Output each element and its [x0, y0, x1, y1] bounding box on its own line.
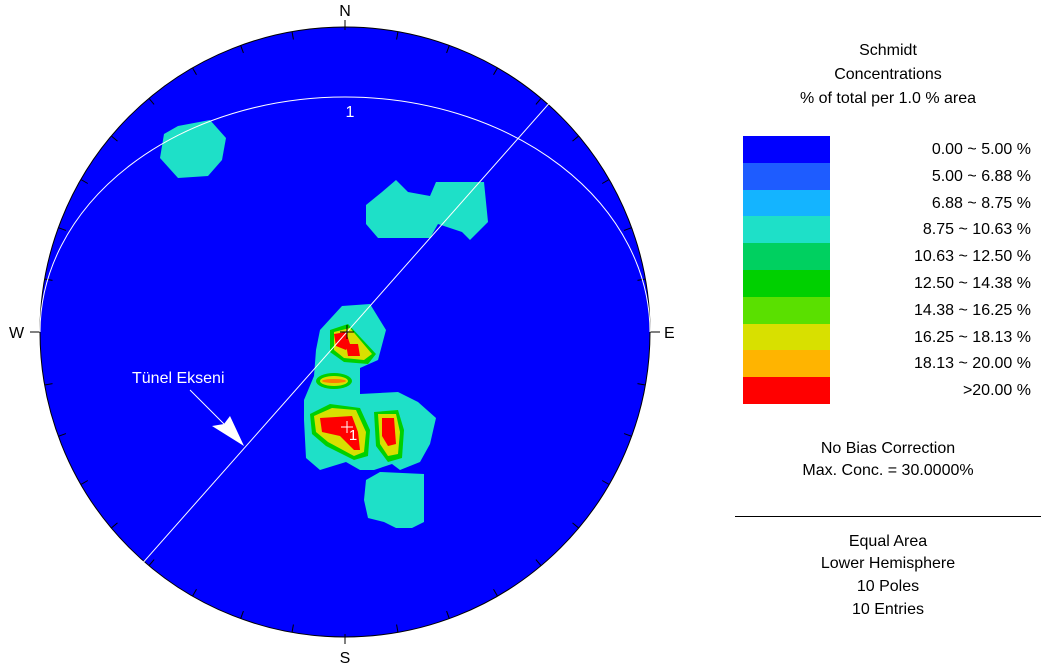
net-tick [44, 383, 53, 386]
net-tick [572, 522, 579, 529]
east-label: E [664, 325, 675, 342]
contour-red [334, 332, 350, 350]
hemisphere: Lower Hemisphere [820, 555, 956, 572]
pole-marker [341, 421, 353, 433]
contour-red [382, 418, 396, 446]
net-tick [623, 227, 632, 231]
legend-range-label: 18.13 ~ 20.00 % [914, 355, 1031, 373]
contour-cyan [366, 180, 488, 240]
legend-range-label: 10.63 ~ 12.50 % [914, 248, 1031, 266]
net-tick [493, 67, 498, 76]
net-tick [111, 135, 118, 142]
net-tick [80, 179, 89, 184]
legend-swatch [743, 350, 830, 378]
net-tick [192, 67, 197, 76]
net-tick [396, 31, 399, 40]
net-tick [58, 433, 67, 437]
net-tick [601, 480, 610, 485]
net-tick [192, 588, 197, 597]
net-tick [148, 559, 155, 566]
bias-note: No Bias Correction [820, 440, 956, 457]
net-tick [637, 383, 646, 386]
net-tick [44, 278, 53, 281]
legend-swatch [743, 162, 830, 190]
net-tick [240, 610, 244, 619]
plane-label: 1 [346, 104, 355, 121]
net-tick [291, 624, 294, 633]
net-tick [80, 480, 89, 485]
net-tick [623, 433, 632, 437]
tunnel-axis-label: Tünel Ekseni [132, 370, 225, 387]
stereonet-plot: N S E W 1 1 Tünel Ekseni [9, 3, 675, 667]
legend-swatch [743, 296, 830, 324]
annotation-arrowhead [212, 416, 244, 446]
net-tick [493, 588, 498, 597]
contour-ring [322, 379, 346, 383]
contour-red [346, 344, 360, 356]
legend-swatch [743, 270, 830, 297]
legend-swatch [743, 136, 830, 163]
legend-title-line: Concentrations [834, 66, 942, 83]
contour-cluster-nw [160, 120, 226, 178]
legend-range-label: 0.00 ~ 5.00 % [931, 141, 1031, 158]
legend-title-line: % of total per 1.0 % area [799, 90, 977, 107]
legend-range-label: >20.00 % [962, 382, 1031, 400]
legend-swatch [743, 377, 830, 405]
net-tick [535, 559, 542, 566]
net-tick [572, 135, 579, 142]
west-label: W [9, 325, 25, 342]
net-tick [637, 278, 646, 281]
net-tick [148, 98, 155, 105]
net-tick [396, 624, 399, 633]
legend-divider [735, 516, 1041, 517]
net-tick [111, 522, 118, 529]
south-label: S [340, 650, 351, 667]
pole-marker [340, 325, 354, 339]
legend-swatch [743, 216, 830, 244]
plane-great-circle [39, 96, 651, 333]
legend-range-label: 14.38 ~ 16.25 % [914, 301, 1031, 319]
net-tick [601, 179, 610, 184]
legend-swatch [743, 243, 830, 271]
legend-swatch [743, 323, 830, 351]
contour-cyan [364, 472, 424, 528]
legend-range-label: 8.75 ~ 10.63 % [922, 221, 1031, 239]
contour-cluster-ne [366, 180, 488, 240]
net-ticks [30, 20, 660, 644]
pole-count: 10 Poles [856, 578, 920, 595]
legend-range-label: 5.00 ~ 6.88 % [931, 167, 1031, 185]
legend-swatch [743, 189, 830, 217]
net-tick [240, 45, 244, 54]
net-tick [58, 227, 67, 231]
contour-red [320, 416, 360, 450]
net-tick [446, 610, 450, 619]
north-label: N [339, 3, 351, 20]
legend-title-line: Schmidt [859, 42, 917, 59]
net-tick [535, 98, 542, 105]
entry-count: 10 Entries [851, 601, 925, 618]
projection-type: Equal Area [848, 533, 928, 550]
pole-label: 1 [349, 427, 357, 444]
net-tick [446, 45, 450, 54]
max-concentration: Max. Conc. = 30.0000% [802, 462, 974, 479]
net-tick [291, 31, 294, 40]
contour-cyan [160, 120, 226, 178]
legend-range-label: 16.25 ~ 18.13 % [914, 328, 1031, 346]
legend-range-label: 12.50 ~ 14.38 % [914, 275, 1031, 292]
legend-range-label: 6.88 ~ 8.75 % [931, 194, 1031, 212]
